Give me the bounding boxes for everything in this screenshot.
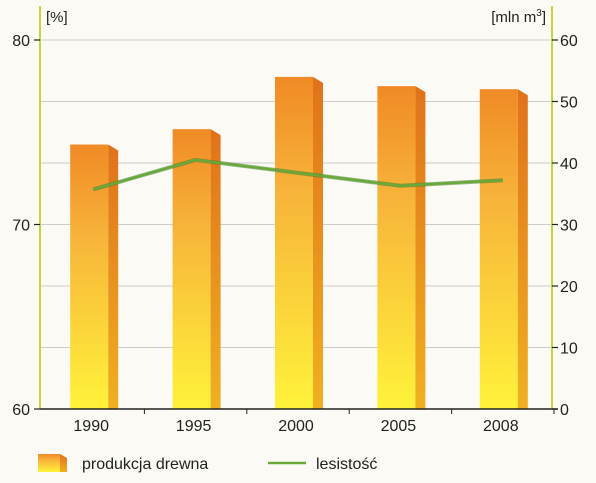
- right-tick-label: 60: [560, 33, 578, 50]
- legend-swatch-bar-side: [60, 454, 67, 472]
- left-tick-label: 70: [12, 218, 30, 235]
- right-tick-label: 10: [560, 341, 578, 358]
- left-tick-label: 60: [12, 402, 30, 419]
- bar-side: [415, 86, 426, 409]
- bar-side: [210, 129, 221, 410]
- right-axis-unit: [mln m3]: [491, 8, 546, 26]
- right-tick-label: 50: [560, 95, 578, 112]
- legend-label-bar: produkcja drewna: [82, 456, 208, 473]
- series-line: [92, 158, 503, 191]
- right-tick-label: 0: [560, 402, 569, 419]
- x-tick-label: 2008: [483, 418, 519, 435]
- right-axis-unit-suffix: ]: [542, 9, 546, 26]
- bar: [479, 89, 518, 409]
- x-tick-label: 1990: [73, 418, 109, 435]
- x-tick-label: 1995: [176, 418, 212, 435]
- legend-label-line: lesistość: [316, 456, 377, 473]
- bar: [172, 129, 211, 410]
- left-axis-unit: [%]: [46, 9, 68, 26]
- bar: [275, 76, 313, 410]
- bars: [70, 76, 528, 410]
- right-tick-label: 20: [560, 279, 578, 296]
- bar: [70, 144, 109, 410]
- legend-swatch-bar: [38, 454, 60, 472]
- bar-side: [108, 144, 119, 410]
- bar: [377, 86, 416, 409]
- right-axis-unit-prefix: [mln m: [491, 9, 536, 26]
- x-tick-label: 2000: [278, 418, 314, 435]
- tick-labels: 60 70 80 0 10 20 30 40 50 60 1990 1995 2000 2005 2008 […: [12, 8, 578, 435]
- right-tick-label: 30: [560, 218, 578, 235]
- legend: produkcja drewna lesistość: [38, 454, 377, 473]
- left-tick-label: 80: [12, 33, 30, 50]
- line-series: [92, 157, 503, 192]
- axes: [34, 6, 558, 414]
- bar-side: [517, 89, 528, 409]
- right-tick-label: 40: [560, 156, 578, 173]
- x-tick-label: 2005: [381, 418, 417, 435]
- bar-side: [313, 76, 323, 410]
- right-axis-unit-sup: 3: [536, 8, 542, 19]
